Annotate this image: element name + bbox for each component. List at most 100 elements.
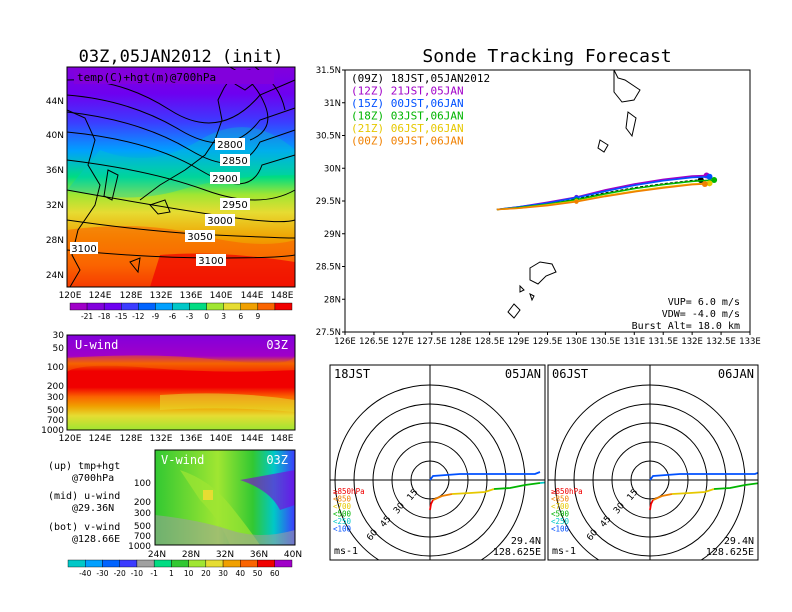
u-lon-label: 148E <box>271 434 294 444</box>
track-mid-point <box>574 199 579 204</box>
track-line <box>496 176 710 211</box>
hodograph-trace <box>671 488 715 495</box>
colorbar-swatch <box>222 559 241 568</box>
colorbar-swatch <box>103 302 122 311</box>
temp-map: 2800 2850 2900 2950 3000 3050 3100 3100 … <box>66 66 296 288</box>
colorbar-label: -30 <box>96 569 108 578</box>
colorbar-swatch <box>138 302 156 311</box>
colorbar-label: 60 <box>270 569 280 578</box>
lat-tick-label: 32N <box>46 201 64 211</box>
x-tick-label: 131.5E <box>648 337 678 347</box>
contour-label: 2900 <box>212 174 237 185</box>
u-lon-label: 120E <box>59 434 82 444</box>
x-tick-label: 132E <box>681 337 703 347</box>
x-tick-label: 127.5E <box>417 337 447 347</box>
note-line: @700hPa <box>72 473 114 484</box>
track-end-point <box>711 177 718 184</box>
map-label: temp(C)+hgt(m)@700hPa <box>77 71 216 84</box>
x-tick-label: 126.5E <box>359 337 389 347</box>
note-line: (bot) v-wind <box>48 522 120 533</box>
colorbar-swatch <box>240 559 258 568</box>
colorbar-label: -40 <box>79 569 91 578</box>
track-line <box>496 183 705 211</box>
u-lon-label: 124E <box>89 434 112 444</box>
v-lat-label: 32N <box>216 550 234 560</box>
legend-entry: (09Z) 18JST,05JAN2012 <box>351 72 490 85</box>
colorbar-label: -12 <box>132 312 144 321</box>
v-lat-label: 36N <box>250 550 268 560</box>
hodograph-trace <box>451 488 495 495</box>
y-tick-label: 30N <box>324 164 341 174</box>
x-tick-label: 127E <box>392 337 414 347</box>
ring-label: 60 <box>365 528 380 543</box>
u-lon-label: 132E <box>150 434 173 444</box>
colorbar-swatch <box>121 302 139 311</box>
hodograph-lat: 29.4N <box>724 536 754 547</box>
temp-colorbar: -21 -18 -15 -12 -9 -6 -3 0 3 6 9 <box>69 302 293 321</box>
hodograph-trace <box>649 499 654 511</box>
param-burst: Burst Alt= 18.0 km <box>632 321 740 332</box>
hodograph-date: 05JAN <box>505 367 541 381</box>
hodograph-trace <box>429 471 541 481</box>
x-tick-label: 128.5E <box>475 337 505 347</box>
colorbar-label: -10 <box>131 569 143 578</box>
y-tick-label: 29N <box>324 230 341 240</box>
hodograph-trace <box>760 482 770 483</box>
colorbar-swatch <box>85 559 103 568</box>
hodograph-units: ms-1 <box>552 546 576 557</box>
colorbar-swatch <box>67 559 86 568</box>
colorbar-label: -9 <box>152 312 160 321</box>
colorbar-swatch <box>102 559 120 568</box>
v-pressure-label: 100 <box>134 479 151 489</box>
lon-tick-label: 148E <box>271 291 294 301</box>
y-tick-label: 27.5N <box>316 328 341 338</box>
ring-label: 15 <box>626 488 641 503</box>
hodograph-frame <box>547 364 759 561</box>
u-pressure-label: 200 <box>47 382 64 392</box>
v-wind-label: V-wind <box>161 453 204 467</box>
y-tick-label: 30.5N <box>316 132 341 142</box>
hodograph-time: 18JST <box>334 367 370 381</box>
level-legend-entry: <850 <box>551 495 570 504</box>
track-end-point <box>706 173 713 180</box>
hodograph-units: ms-1 <box>334 546 358 557</box>
colorbar-swatch <box>155 302 173 311</box>
x-tick-label: 132.5E <box>706 337 736 347</box>
hodograph-trace <box>713 482 758 490</box>
hodograph-lon: 128.625E <box>493 547 541 558</box>
colorbar-swatch <box>136 559 155 568</box>
lat-tick-label: 40N <box>46 131 64 141</box>
y-tick-label: 28N <box>324 295 341 305</box>
lon-tick-label: 120E <box>59 291 82 301</box>
colorbar-swatch <box>205 559 224 568</box>
hodograph-trace <box>429 499 434 511</box>
contour-label: 3050 <box>187 232 212 243</box>
v-pressure-label: 200 <box>134 498 151 508</box>
contour-label: 2950 <box>222 200 247 211</box>
x-tick-label: 133E <box>739 337 761 347</box>
hodograph-time: 06JST <box>552 367 588 381</box>
level-legend-entry: ≥850hPa <box>333 487 365 496</box>
wind-colorbar: -40 -30 -20 -10 -1 1 10 20 30 40 50 60 <box>67 559 293 578</box>
u-wind-panel: U-wind 03Z 30 50 100 200 300 500 700 100… <box>41 331 296 444</box>
contour-label: 3100 <box>71 244 96 255</box>
panel-notes: (up) tmp+hgt @700hPa (mid) u-wind @29.36… <box>48 461 120 545</box>
legend-entry: (00Z) 09JST,06JAN <box>351 135 464 148</box>
legend-entry: (18Z) 03JST,06JAN <box>351 110 464 123</box>
hodograph-lon: 128.625E <box>706 547 754 558</box>
x-tick-label: 128E <box>450 337 472 347</box>
level-legend-entry: <850 <box>333 495 352 504</box>
colorbar-swatch <box>119 559 138 568</box>
colorbar-swatch <box>188 559 207 568</box>
lon-tick-label: 140E <box>210 291 233 301</box>
level-legend-entry: <500 <box>333 510 352 519</box>
contour-label: 3100 <box>198 256 223 267</box>
legend-entry: (15Z) 00JST,06JAN <box>351 97 464 110</box>
ring-label: 30 <box>392 501 407 516</box>
u-pressure-label: 700 <box>47 416 64 426</box>
u-pressure-label: 100 <box>47 363 64 373</box>
contour-label: 2850 <box>222 156 247 167</box>
main-title: Sonde Tracking Forecast <box>422 46 671 67</box>
colorbar-label: 40 <box>236 569 246 578</box>
